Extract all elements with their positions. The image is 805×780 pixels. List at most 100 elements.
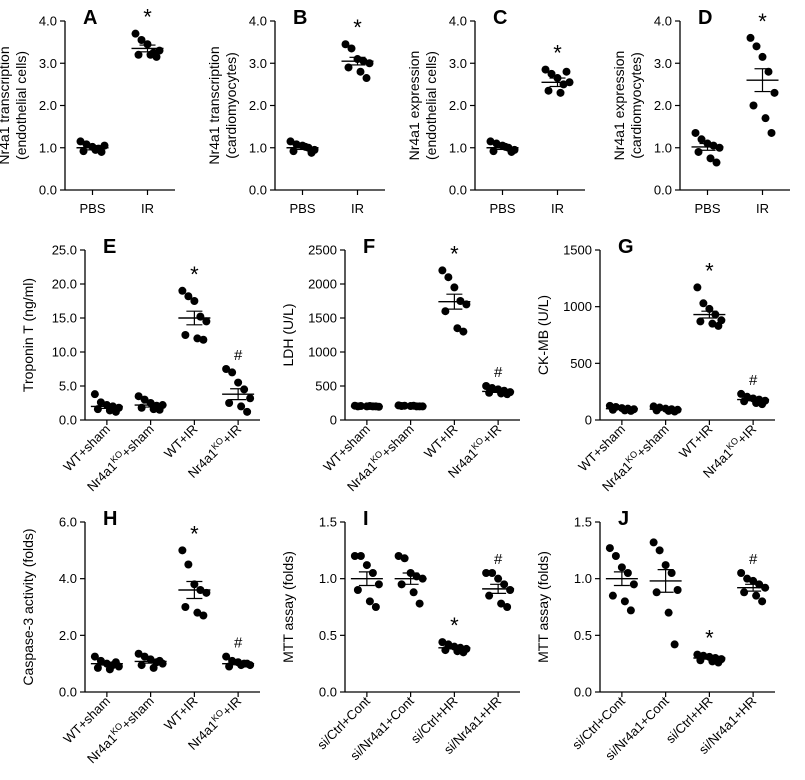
y-tick-label: 0.0 (59, 413, 77, 428)
data-point (347, 44, 356, 53)
y-axis-label: (cardiomyocytes) (628, 52, 644, 159)
data-point (770, 88, 779, 97)
significance-hash: # (234, 635, 243, 652)
y-tick-label: 2.0 (654, 98, 672, 113)
y-tick-label: 2.0 (449, 98, 467, 113)
panel-letter: H (103, 508, 117, 530)
data-point (673, 586, 682, 594)
data-point (438, 638, 447, 647)
y-tick-label: 1500 (308, 311, 337, 326)
data-point (661, 561, 670, 570)
data-point (620, 597, 629, 606)
data-point (222, 652, 231, 661)
y-tick-label: 4.0 (249, 14, 267, 29)
significance-star: * (705, 258, 714, 283)
data-point (146, 50, 155, 59)
y-tick-label: 500 (570, 356, 592, 371)
data-point (547, 69, 556, 78)
y-tick-label: 0.0 (449, 183, 467, 198)
data-point (758, 597, 767, 606)
significance-hash: # (749, 551, 758, 568)
data-point (90, 390, 99, 399)
data-point (365, 597, 374, 606)
panel-letter: E (103, 236, 116, 258)
data-point (605, 544, 614, 553)
data-point (240, 385, 249, 394)
data-point (761, 114, 770, 123)
data-point (712, 158, 721, 167)
y-tick-label: 0.0 (574, 685, 592, 700)
x-tick-label: IR (551, 201, 564, 216)
panel-j: 0.00.51.01.5si/Ctrl+Contsi/Nr4a1+Contsi/… (535, 508, 775, 763)
data-point (286, 137, 295, 146)
data-point (670, 640, 679, 649)
y-tick-label: 1.0 (574, 571, 592, 586)
data-point (743, 574, 752, 583)
data-point (356, 552, 365, 560)
data-point (181, 331, 190, 339)
data-point (441, 307, 450, 316)
data-point (137, 403, 146, 412)
data-point (90, 652, 99, 661)
x-tick-label: WT+IR (676, 422, 715, 461)
data-point (222, 365, 231, 373)
data-point (149, 663, 158, 672)
data-point (697, 135, 706, 144)
y-axis-label: Troponin T (ng/ml) (20, 278, 36, 392)
y-tick-label: 1000 (308, 345, 337, 360)
data-point (152, 52, 161, 61)
data-point (199, 335, 208, 344)
data-point (400, 554, 409, 563)
data-point (503, 603, 512, 611)
significance-star: * (553, 41, 562, 66)
x-tick-label: IR (141, 201, 154, 216)
data-point (611, 552, 620, 560)
y-axis-label: (cardiomyocytes) (223, 52, 239, 159)
significance-star: * (190, 262, 199, 287)
y-tick-label: 2.0 (39, 98, 57, 113)
data-point (488, 569, 497, 577)
data-point (482, 569, 491, 577)
data-point (629, 580, 638, 589)
data-point (131, 29, 140, 38)
y-tick-label: 3.0 (39, 56, 57, 71)
data-point (394, 552, 403, 560)
y-axis-label: LDH (U/L) (280, 303, 296, 366)
y-tick-label: 15.0 (52, 311, 77, 326)
y-axis-label: (endothelial cells) (13, 51, 29, 160)
significance-star: * (450, 613, 459, 638)
data-point (362, 561, 371, 570)
data-point (482, 382, 491, 390)
data-point (184, 292, 193, 301)
data-point (486, 137, 495, 146)
data-point (93, 663, 102, 672)
data-point (397, 580, 406, 589)
significance-hash: # (494, 364, 503, 381)
data-point (193, 334, 202, 343)
data-point (562, 67, 571, 76)
y-tick-label: 0.5 (319, 628, 337, 643)
data-point (155, 405, 164, 414)
data-point (362, 74, 371, 83)
y-tick-label: 0.0 (319, 685, 337, 700)
y-tick-label: 4.0 (39, 14, 57, 29)
x-tick-label: IR (756, 201, 769, 216)
y-tick-label: 3.0 (449, 56, 467, 71)
data-point (368, 569, 377, 577)
data-point (664, 608, 673, 617)
data-point (699, 299, 708, 308)
data-point (715, 143, 724, 152)
y-tick-label: 0.0 (654, 183, 672, 198)
data-point (462, 300, 471, 309)
data-point (76, 137, 85, 146)
x-tick-label: WT+IR (161, 694, 200, 733)
panel-letter: D (698, 7, 712, 29)
data-point (497, 599, 506, 608)
panel-letter: F (363, 236, 375, 258)
y-tick-label: 1.0 (39, 140, 57, 155)
data-point (655, 546, 664, 555)
significance-star: * (143, 5, 152, 30)
panel-letter: J (618, 508, 629, 530)
data-point (134, 50, 143, 59)
data-point (178, 546, 187, 555)
